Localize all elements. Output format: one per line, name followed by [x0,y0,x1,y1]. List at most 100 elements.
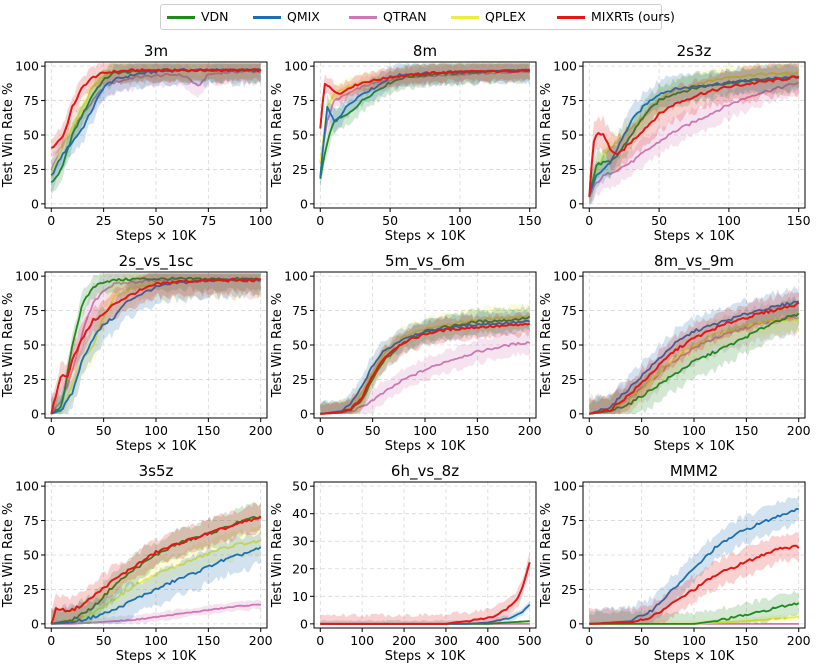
x-tick-label: 150 [196,633,220,648]
y-tick-label: 100 [553,479,577,494]
chart-panel-2s3z: 0 50 100 150 0 25 50 75 100 2s3z Steps × 10K Test W… [539,42,811,244]
band-mixrts [320,311,530,414]
x-axis-label: Steps × 10K [654,229,735,244]
legend-label: QPLEX [485,9,526,24]
y-axis-label: Test Win Rate % [539,293,554,399]
series-line-qtran [588,81,800,198]
y-tick-label: 75 [561,93,577,108]
axes-frame [313,481,537,629]
legend: VDN QMIX QTRAN QPLEX MIXRTs (ours) [160,4,675,30]
y-tick-label: 100 [284,59,308,74]
x-tick-label: 200 [787,423,811,438]
chart-title: 8m_vs_9m [654,252,734,271]
legend-label: MIXRTs (ours) [591,9,675,24]
x-tick-label: 0 [316,213,324,228]
plot-area [50,501,262,625]
series-line-mixrts [50,68,262,149]
x-tick-label: 0 [47,213,55,228]
x-tick-label: 150 [518,213,542,228]
series-line-qplex [320,315,531,415]
y-tick-label: 75 [23,513,39,528]
series-line-mixrts [588,75,800,198]
series-line-qmix [51,546,262,625]
x-tick-label: 50 [148,213,164,228]
band-mixrts [589,531,799,624]
y-tick-label: 75 [292,303,308,318]
x-tick-label: 100 [682,633,706,648]
x-tick-label: 50 [96,633,112,648]
legend-label: QMIX [287,9,320,24]
series-line-mixrts [320,322,531,415]
chart-panel-6h_vs_8z: 0 100 200 300 400 500 0 10 20 30 40 50 6h_vs_8z Steps… [270,462,542,664]
y-tick-label: 100 [15,479,39,494]
legend-swatch [349,16,377,19]
y-tick-label: 100 [15,269,39,284]
legend-label: VDN [201,9,229,24]
x-axis-label: Steps × 10K [654,649,735,664]
x-tick-label: 150 [734,423,758,438]
y-tick-label: 100 [553,59,577,74]
band-vdn [51,273,261,414]
y-tick-label: 0 [569,196,577,211]
chart-title: 8m [413,42,437,60]
y-tick-label: 20 [292,561,308,576]
chart-title: MMM2 [670,462,718,480]
legend-swatch [557,16,585,19]
chart-panel-2s_vs_1sc: 0 50 100 150 200 0 25 50 75 100 2s_vs_1sc Steps × 1… [1,252,273,454]
y-tick-label: 75 [23,303,39,318]
x-tick-label: 150 [465,423,489,438]
band-qtran [51,599,261,624]
x-tick-label: 200 [518,423,542,438]
y-tick-label: 25 [23,582,39,597]
band-qplex [51,63,261,183]
x-tick-label: 200 [392,633,416,648]
band-mixrts [320,63,530,138]
series-line-vdn [589,602,800,625]
band-qplex [320,303,530,414]
y-tick-label: 25 [23,162,39,177]
x-tick-label: 100 [413,423,437,438]
y-tick-label: 50 [292,128,308,143]
series-line-qtran [51,603,261,625]
y-tick-label: 75 [23,93,39,108]
chart-title: 3m [144,42,168,60]
legend-label: QTRAN [383,9,427,24]
x-axis-label: Steps × 10K [385,439,466,454]
x-tick-label: 0 [585,213,593,228]
y-axis-label: Test Win Rate % [270,503,285,609]
band-vdn [51,63,261,195]
y-axis-label: Test Win Rate % [539,83,554,189]
x-tick-label: 50 [651,213,667,228]
x-tick-label: 75 [200,213,216,228]
chart-title: 3s5z [139,462,174,480]
band-qplex [51,273,261,414]
y-tick-label: 50 [292,479,308,494]
x-tick-label: 100 [717,213,741,228]
band-qmix [51,63,261,192]
series-line-qmix [50,67,262,176]
x-tick-label: 25 [96,213,112,228]
chart-title: 6h_vs_8z [391,462,459,481]
x-axis-label: Steps × 10K [654,439,735,454]
plot-area [50,273,262,415]
plot-area [320,551,531,625]
y-tick-label: 0 [569,616,577,631]
y-tick-label: 100 [284,269,308,284]
chart-title: 5m_vs_6m [385,252,465,271]
band-qtran [589,69,799,204]
x-tick-label: 100 [682,423,706,438]
chart-panel-8m_vs_9m: 0 50 100 150 200 0 25 50 75 100 8m_vs_9m Steps × 10… [539,252,811,454]
band-qmix [589,495,799,624]
y-tick-label: 0 [31,196,39,211]
band-vdn [320,303,530,414]
chart-panel-mmm2: 0 50 100 150 200 0 25 50 75 100 MMM2 Steps × 10K Tes… [539,462,811,664]
chart-panel-8m: 0 50 100 150 0 25 50 75 100 8m Steps × 10K Test Win… [270,42,542,244]
band-qmix [320,308,530,414]
y-tick-label: 50 [561,548,577,563]
y-axis-label: Test Win Rate % [539,503,554,609]
y-tick-label: 50 [23,128,39,143]
series-line-mixrts [319,68,531,129]
x-axis-label: Steps × 10K [116,439,197,454]
x-tick-label: 100 [144,633,168,648]
x-axis-label: Steps × 10K [385,229,466,244]
